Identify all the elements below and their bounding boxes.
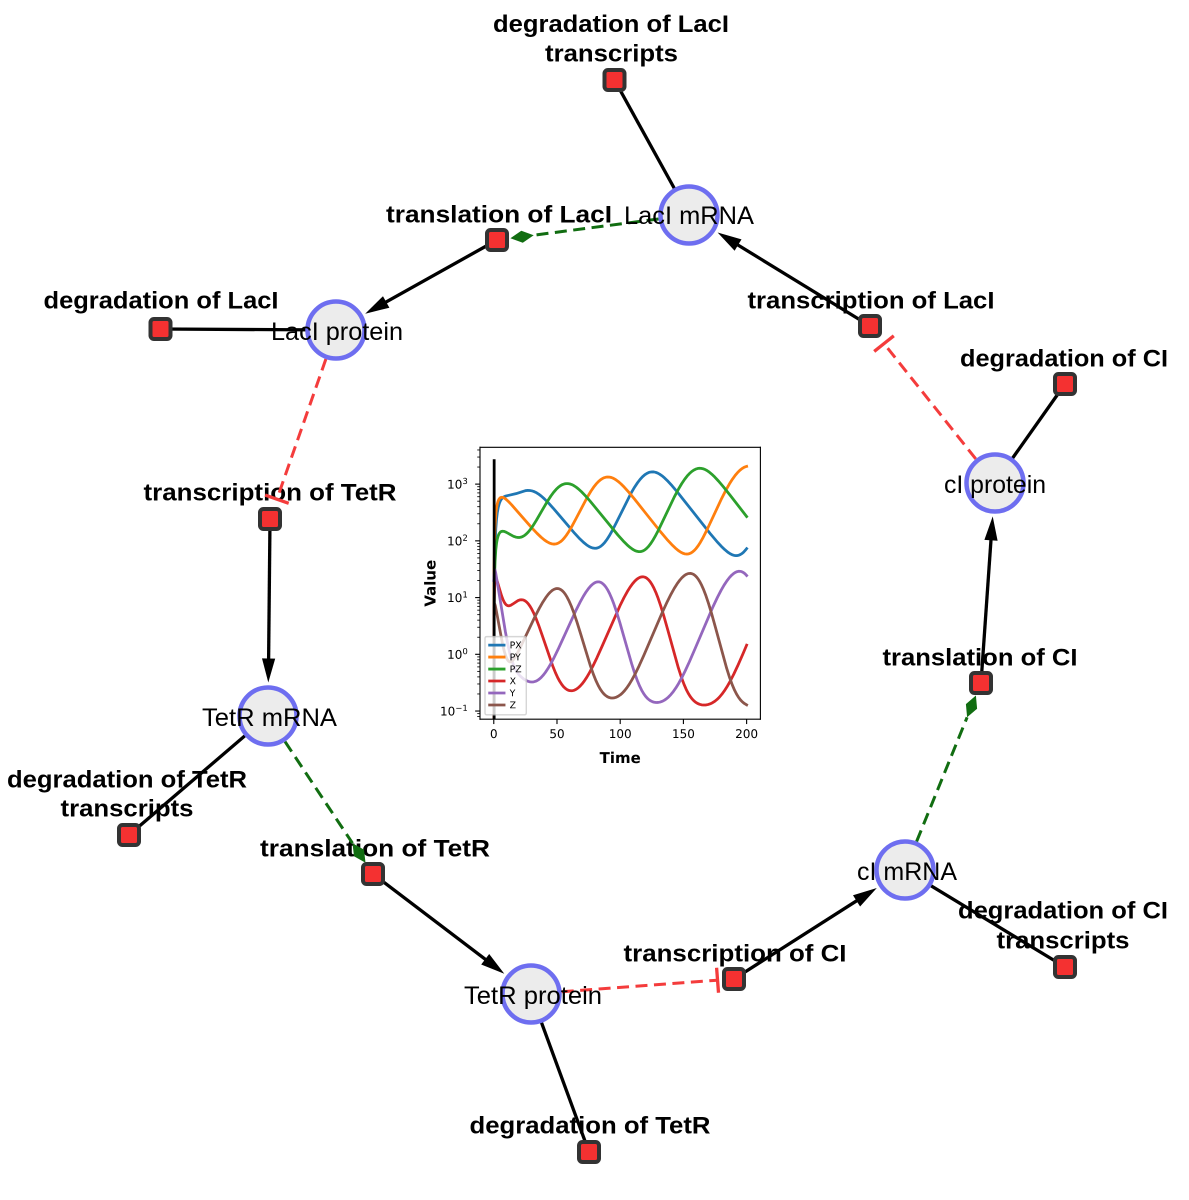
svg-text:transcription of CI: transcription of CI (624, 941, 847, 968)
svg-text:transcription of TetR: transcription of TetR (144, 480, 397, 507)
svg-text:cI mRNA: cI mRNA (857, 858, 957, 886)
svg-text:degradation of LacI: degradation of LacI (44, 288, 279, 315)
svg-text:cI protein: cI protein (944, 471, 1046, 499)
svg-text:degradation of CI: degradation of CI (958, 898, 1168, 925)
svg-text:transcripts: transcripts (61, 796, 194, 823)
svg-text:transcripts: transcripts (997, 928, 1130, 955)
svg-text:TetR mRNA: TetR mRNA (202, 704, 337, 732)
svg-text:degradation of CI: degradation of CI (960, 346, 1168, 373)
svg-text:degradation of TetR: degradation of TetR (470, 1113, 711, 1140)
svg-text:TetR protein: TetR protein (464, 982, 602, 1010)
svg-text:degradation of LacI: degradation of LacI (493, 11, 729, 38)
svg-text:degradation of TetR: degradation of TetR (7, 767, 247, 794)
svg-text:transcription of LacI: transcription of LacI (748, 288, 995, 315)
svg-text:translation of TetR: translation of TetR (260, 836, 490, 863)
svg-text:LacI mRNA: LacI mRNA (624, 202, 754, 230)
svg-text:translation of CI: translation of CI (883, 645, 1078, 672)
svg-text:LacI protein: LacI protein (271, 318, 403, 346)
svg-text:transcripts: transcripts (545, 41, 678, 68)
svg-text:translation of LacI: translation of LacI (386, 202, 612, 229)
